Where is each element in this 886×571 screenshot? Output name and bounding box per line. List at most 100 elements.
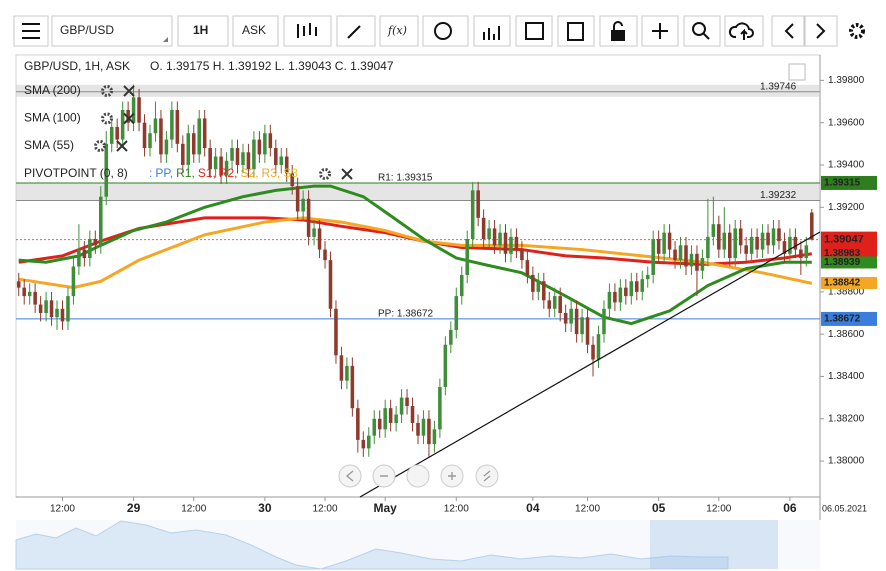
candle-body xyxy=(793,236,798,250)
candle-body xyxy=(662,232,666,254)
candle-body xyxy=(312,228,316,237)
report-button[interactable] xyxy=(557,15,595,47)
chart-title: GBP/USD, 1H, ASK xyxy=(24,59,130,73)
y-tick-label: 1.38800 xyxy=(828,287,865,298)
legend-remove[interactable] xyxy=(123,85,135,97)
chart-type-button[interactable] xyxy=(283,15,332,47)
fx: f(x) xyxy=(387,24,407,37)
candle-body xyxy=(356,408,360,440)
candle-body xyxy=(377,418,382,430)
legend-remove[interactable] xyxy=(341,168,353,180)
candle-body xyxy=(224,160,229,176)
navigator-window[interactable] xyxy=(650,520,778,569)
x-tick-label: 12:00 xyxy=(181,504,206,515)
price-tag-label: 1.39315 xyxy=(824,178,861,189)
legend-settings[interactable] xyxy=(101,112,113,125)
legend-settings[interactable] xyxy=(101,85,113,97)
scroll-right[interactable] xyxy=(475,464,499,488)
candle-body xyxy=(733,228,738,259)
pivot-item: S3 xyxy=(283,166,298,180)
candle-body xyxy=(591,344,595,360)
level-label: 1.39746 xyxy=(760,81,797,92)
zoom-button[interactable] xyxy=(683,15,721,47)
candle-body xyxy=(749,236,754,254)
candle-body xyxy=(60,308,65,322)
candle-body xyxy=(465,238,470,275)
candle-body xyxy=(476,190,480,218)
candle-body xyxy=(799,249,803,259)
zoom-controls xyxy=(338,464,499,488)
candle-body xyxy=(372,418,377,436)
zoom-reset[interactable] xyxy=(406,464,430,488)
candle-body xyxy=(137,97,141,123)
legend-entry: PIVOTPOINT (0, 8) xyxy=(24,166,128,180)
legend-remove[interactable] xyxy=(116,140,128,152)
calendar-button[interactable] xyxy=(515,15,553,47)
back-button[interactable] xyxy=(771,15,805,47)
candle-body xyxy=(361,439,366,449)
candle-body xyxy=(49,300,54,318)
candle-body xyxy=(788,236,792,254)
candle-body xyxy=(27,291,32,297)
symbol-select[interactable] xyxy=(51,15,173,47)
price-tag-label: 1.38939 xyxy=(824,257,861,268)
x-tick-label: 04 xyxy=(526,501,540,515)
indicator-button[interactable] xyxy=(379,15,419,47)
info-button[interactable] xyxy=(422,15,469,47)
level-band xyxy=(16,84,820,97)
candle-body xyxy=(263,133,267,155)
candle-body xyxy=(323,249,327,261)
ohlc-readout: O. 1.39175 H. 1.39192 L. 1.39043 C. 1.39… xyxy=(150,59,394,73)
candle-body xyxy=(345,365,349,381)
legend-entry: SMA (200) xyxy=(24,83,81,97)
forward-button[interactable] xyxy=(804,15,838,47)
candle-body xyxy=(667,232,672,250)
scroll-left[interactable] xyxy=(338,464,362,488)
candle-body xyxy=(585,317,590,345)
candle-body xyxy=(542,281,546,301)
bars-button[interactable] xyxy=(473,15,511,47)
candle-body xyxy=(148,133,152,149)
candle-body xyxy=(410,406,415,423)
candle-body xyxy=(509,236,513,254)
candle-body xyxy=(531,274,535,292)
candle-body xyxy=(241,152,245,165)
legend-remove[interactable] xyxy=(123,112,135,125)
candle-body xyxy=(727,232,732,259)
candle-body xyxy=(700,258,705,271)
candle-body xyxy=(120,109,125,140)
candle-body xyxy=(563,313,568,324)
candle-body xyxy=(366,435,371,449)
legend-entry: SMA (100) xyxy=(24,111,81,125)
candle-body xyxy=(689,253,694,267)
price-type-select[interactable] xyxy=(232,15,279,47)
candle-body xyxy=(607,291,612,309)
candle-body xyxy=(755,236,759,250)
legend-settings[interactable] xyxy=(94,140,106,152)
x-tick-label: 12:00 xyxy=(706,504,731,515)
candle-body xyxy=(771,228,776,246)
candle-body xyxy=(492,228,497,246)
popout-button[interactable] xyxy=(788,63,806,81)
candle-body xyxy=(208,148,212,170)
candle-body xyxy=(202,118,207,149)
candle-body xyxy=(405,397,409,407)
candle-body xyxy=(804,245,809,259)
y-tick-label: 1.39800 xyxy=(828,75,865,86)
zoom-icon xyxy=(692,22,706,36)
level-band xyxy=(16,182,820,201)
candle-body xyxy=(257,139,262,155)
price-tag xyxy=(821,175,877,190)
settings-icon[interactable] xyxy=(849,23,865,39)
timeframe-select[interactable] xyxy=(177,15,229,47)
candle-body xyxy=(618,287,623,303)
legend-settings[interactable] xyxy=(319,168,331,180)
candle-body xyxy=(131,97,136,123)
candle-body xyxy=(634,281,639,292)
candle-body xyxy=(290,173,294,187)
candle-body xyxy=(645,274,650,280)
price-tag-label: 1.39047 xyxy=(824,234,864,246)
legend: SMA (200) SMA (100) SMA (55) PIVOTPOINT (0,… xyxy=(24,83,353,180)
candle-body xyxy=(738,228,743,246)
